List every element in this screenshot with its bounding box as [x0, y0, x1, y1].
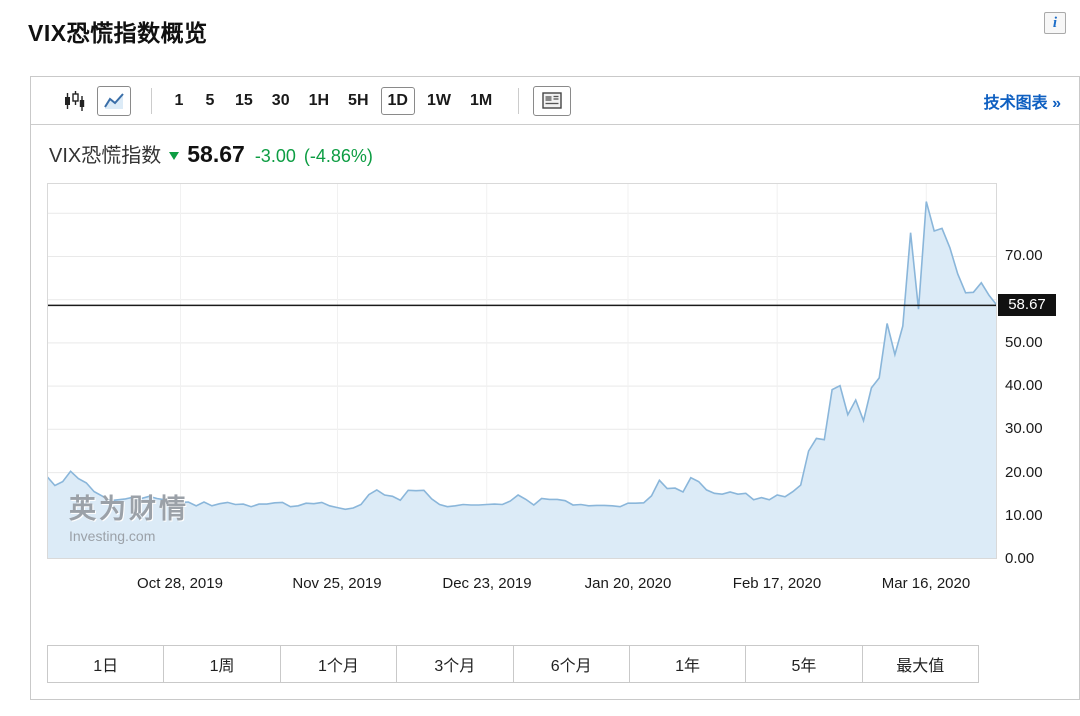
range-button-5y[interactable]: 5年	[746, 646, 863, 682]
y-axis-label: 10.00	[1005, 506, 1043, 524]
interval-button-30[interactable]: 30	[271, 91, 290, 109]
info-icon: i	[1052, 14, 1058, 31]
price-change: -3.00	[254, 146, 296, 166]
range-button-1mo[interactable]: 1个月	[281, 646, 398, 682]
chart-area: 58.67 英为财情 Investing.com 0.00 10.00 20.00 3…	[46, 183, 1067, 608]
candlestick-chart-icon	[65, 90, 85, 111]
y-axis-label: 30.00	[1005, 420, 1043, 438]
range-button-1y[interactable]: 1年	[630, 646, 747, 682]
info-button[interactable]: i	[1044, 12, 1066, 34]
x-axis-label: Dec 23, 2019	[442, 575, 532, 592]
news-icon	[542, 92, 562, 109]
range-button-6mo[interactable]: 6个月	[514, 646, 630, 682]
price-chart-plot[interactable]	[46, 183, 998, 560]
price-down-arrow-icon	[169, 151, 180, 160]
range-button-max[interactable]: 最大值	[896, 658, 945, 675]
range-button-1w[interactable]: 1周	[164, 646, 281, 682]
line-chart-button[interactable]	[97, 85, 131, 116]
toolbar-separator	[518, 87, 520, 114]
interval-button-1m[interactable]: 1M	[469, 91, 493, 109]
candlestick-chart-button[interactable]	[57, 86, 91, 116]
price-change-percent: (-4.86%)	[303, 146, 373, 166]
range-button-1d[interactable]: 1日	[48, 646, 165, 682]
quote-header: VIX恐慌指数 58.67 -3.00 (-4.86%)	[49, 139, 373, 168]
y-axis-label: 70.00	[1005, 247, 1043, 265]
interval-button-1w[interactable]: 1W	[426, 91, 451, 109]
interval-button-5h[interactable]: 5H	[348, 91, 369, 109]
technical-chart-link[interactable]: 技术图表 »	[983, 94, 1061, 112]
x-axis-label: Nov 25, 2019	[292, 575, 382, 592]
instrument-name: VIX恐慌指数	[49, 145, 162, 167]
line-chart-icon	[104, 92, 124, 109]
chart-toolbar: 1 5 15 30 1H 5H 1D 1W 1M 技术图表 »	[31, 77, 1079, 125]
page-title: VIX恐慌指数概览	[28, 20, 208, 46]
range-button-3mo[interactable]: 3个月	[397, 646, 514, 682]
x-axis-label: Jan 20, 2020	[584, 575, 672, 592]
watermark-brand: 英为财情	[69, 494, 189, 524]
watermark-domain: Investing.com	[69, 528, 156, 544]
last-price: 58.67	[187, 141, 245, 167]
y-axis-label: 40.00	[1005, 377, 1043, 395]
y-axis-label: 50.00	[1005, 333, 1043, 351]
current-price-tag: 58.67	[998, 294, 1056, 317]
interval-button-15[interactable]: 15	[235, 91, 253, 109]
x-axis-label: Oct 28, 2019	[137, 575, 223, 592]
range-selector: 1日 1周 1个月 3个月 6个月 1年 5年 最大值	[47, 645, 979, 683]
interval-button-5[interactable]: 5	[205, 91, 215, 109]
interval-group: 1 5 15 30 1H 5H 1D 1W 1M	[166, 86, 504, 115]
toolbar-separator	[151, 87, 152, 114]
x-axis-label: Feb 17, 2020	[732, 575, 822, 592]
watermark: 英为财情 Investing.com	[69, 487, 189, 544]
interval-button-1d[interactable]: 1D	[380, 86, 415, 115]
chart-panel: 1 5 15 30 1H 5H 1D 1W 1M 技术图表 » VIX恐慌指数 58.67 -3…	[30, 76, 1080, 700]
y-axis-label: 20.00	[1005, 463, 1043, 481]
y-axis-label: 0.00	[1005, 550, 1035, 567]
interval-button-1[interactable]: 1	[174, 91, 184, 109]
news-panel-button[interactable]	[533, 85, 572, 116]
x-axis-label: Mar 16, 2020	[881, 575, 971, 592]
interval-button-1h[interactable]: 1H	[308, 91, 330, 109]
